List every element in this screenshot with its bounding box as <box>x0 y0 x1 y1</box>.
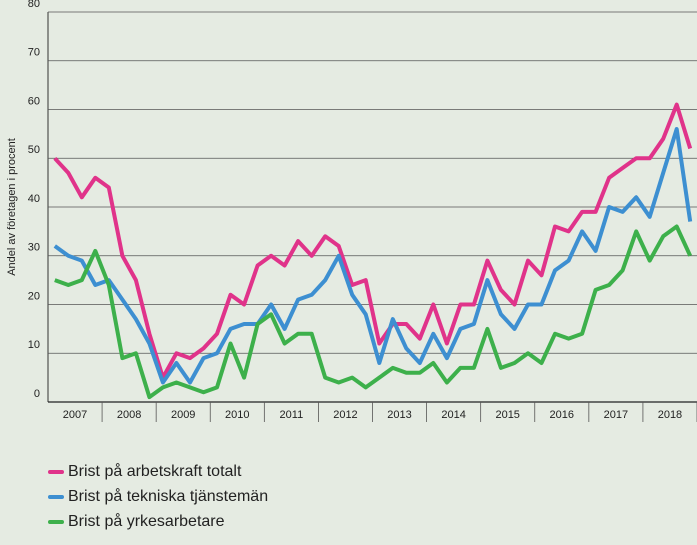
y-tick-label: 50 <box>28 144 40 156</box>
y-tick-label: 30 <box>28 242 40 254</box>
series-line <box>53 127 693 385</box>
y-tick-label: 60 <box>28 95 40 107</box>
y-tick-label: 80 <box>28 0 40 10</box>
y-axis-label: Andel av företagen i procent <box>6 138 18 276</box>
series-line <box>54 224 693 400</box>
legend-label: Brist på arbetskraft totalt <box>68 462 242 480</box>
legend: Brist på arbetskraft totalt Brist på tekn… <box>48 462 268 530</box>
y-tick-label: 0 <box>34 388 40 400</box>
x-tick-label: 2011 <box>280 409 304 421</box>
x-tick-label: 2008 <box>117 409 141 421</box>
y-tick-label: 20 <box>28 290 40 302</box>
x-tick-label: 2017 <box>604 409 628 421</box>
legend-label: Brist på yrkesarbetare <box>68 512 225 530</box>
x-tick-label: 2014 <box>441 409 465 421</box>
x-tick-label: 2016 <box>550 409 574 421</box>
y-tick-label: 10 <box>28 339 40 351</box>
x-tick-label: 2015 <box>495 409 519 421</box>
x-tick-label: 2018 <box>658 409 682 421</box>
y-tick-label: 70 <box>28 47 40 59</box>
x-tick-label: 2013 <box>387 409 411 421</box>
x-tick-label: 2012 <box>333 409 357 421</box>
x-tick-label: 2007 <box>63 409 87 421</box>
legend-label: Brist på tekniska tjänstemän <box>68 487 268 505</box>
y-tick-label: 40 <box>28 193 40 205</box>
x-tick-label: 2010 <box>225 409 249 421</box>
x-tick-label: 2009 <box>171 409 195 421</box>
